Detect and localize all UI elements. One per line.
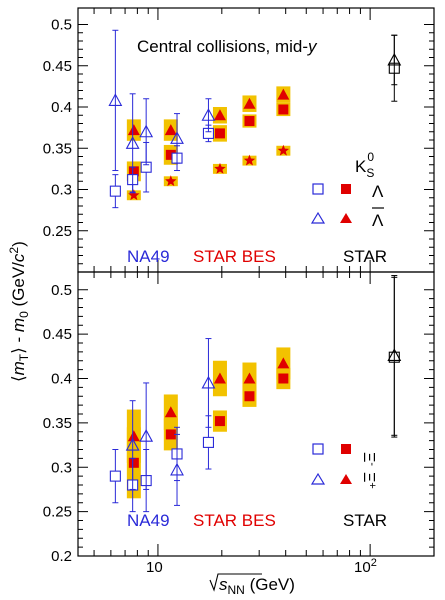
y-tick-label: 0.3 [51,182,72,199]
title-y: y [307,37,318,56]
x-tick-label-100: 102 [354,557,377,576]
data-point-star [214,162,226,174]
x-tick-label-10: 10 [146,559,163,576]
data-point-open-triangle [170,131,184,144]
bottom-label-na49: NA49 [127,511,170,530]
top-label-na49: NA49 [127,247,170,266]
legend-xi-filled-marker [341,444,351,454]
y-tick-label: 0.5 [51,17,72,34]
data-point-square [165,149,176,160]
data-point-open-triangle [139,124,154,138]
data-point-square [244,116,255,127]
legend-lambda: Λ [372,182,384,201]
data-point-open-triangle [201,108,216,121]
y-tick-label: 0.5 [51,282,72,299]
data-point-square [214,128,225,139]
y-tick-label: 0.3 [51,459,72,476]
data-point-triangle [127,430,140,442]
legend-antilambda: Λ [372,211,384,230]
y-tick-label: 0.45 [43,326,72,343]
data-point-triangle [277,357,290,369]
data-point-open-triangle [125,136,140,149]
sqrt-sign [209,573,262,592]
data-point-star [165,175,177,187]
y-tick-label: 0.35 [43,140,72,157]
y-tick-label: 0.4 [51,371,72,388]
legend-antilambda-filled-marker [340,213,352,223]
legend-antilambda-open-marker [310,211,326,224]
data-point-open-triangle [139,429,154,442]
data-point-open-square [109,470,121,482]
y-tick-label: 0.4 [51,99,72,116]
title-main: Central collisions, mid- [137,37,308,56]
data-point-open-square [109,185,121,197]
data-point-open-square [202,436,215,448]
data-point-square [128,166,139,177]
legend-lambda-filled-marker [341,184,351,194]
legend-kshort: KS0 [355,150,374,180]
y-tick-label: 0.2 [51,548,72,565]
data-point-square [278,373,289,384]
top-panel-title: Central collisions, mid-y [137,37,318,56]
data-point-square [128,457,139,468]
y-tick-label: 0.25 [43,504,72,521]
data-point-triangle [277,88,290,100]
data-point-open-triangle [170,462,184,476]
y-axis-label: ⟨mT⟩ - m0 (GeV/c2) [7,241,31,382]
x-axis-label-text: sNN (GeV) [219,575,295,597]
data-point-triangle [243,372,256,384]
data-point-square [278,104,289,115]
y-tick-label: 0.45 [43,58,72,75]
bottom-panel-plot: 0.2 0.25 0.3 0.35 0.4 0.45 0.5 [43,272,435,565]
bottom-label-star-bes: STAR BES [193,511,276,530]
data-point-triangle [127,124,140,136]
bottom-legend: Ξ- Ξ+ [310,443,378,489]
y-tick-label: 0.25 [43,223,72,240]
data-point-triangle [213,372,226,384]
legend-lambda-open-marker [312,183,324,195]
data-point-square [214,416,225,427]
top-panel-plot: 0.25 0.3 0.35 0.4 0.45 0.5 [43,8,435,273]
y-tick-label: 0.35 [43,415,72,432]
data-point-open-triangle [125,437,140,451]
data-point-open-triangle [387,348,402,361]
legend-xi: Ξ- [360,452,378,466]
legend-antixi-filled-marker [340,474,352,484]
data-point-triangle [213,109,226,121]
x-axis-label: sNN (GeV) [209,573,295,597]
data-point-square [244,391,255,402]
legend-antixi-open-marker [310,472,326,485]
legend-xi-open-marker [312,443,324,455]
data-point-star [128,189,140,201]
data-point-star [243,154,256,166]
data-point-triangle [164,406,177,418]
data-point-square [165,429,176,440]
top-label-star-bes: STAR BES [193,247,276,266]
data-point-star [277,144,290,156]
data-point-triangle [164,124,177,136]
bottom-label-star: STAR [343,511,387,530]
data-point-open-triangle [387,52,402,66]
data-point-open-triangle [201,375,216,389]
data-point-triangle [243,97,256,109]
top-label-star: STAR [343,247,387,266]
legend-antixi: Ξ+ [360,472,378,489]
top-legend: KS0 Λ Λ [310,150,384,230]
data-point-open-triangle [108,93,123,106]
